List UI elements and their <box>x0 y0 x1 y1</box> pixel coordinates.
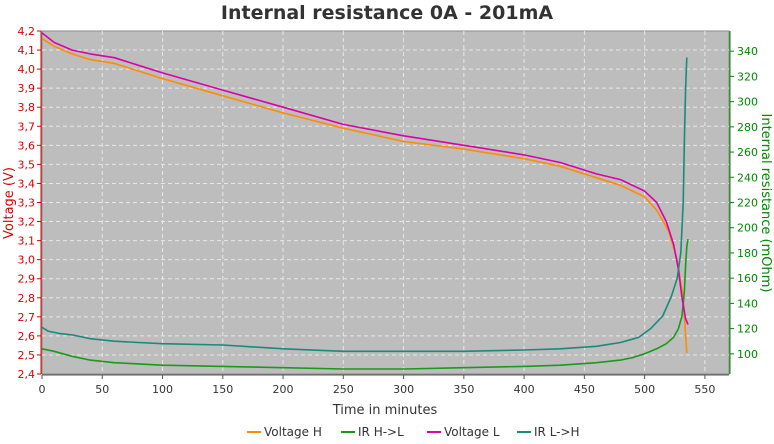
right-axis-tick-label: 200 <box>737 222 758 235</box>
left-axis-tick-label: 3,6 <box>18 139 36 152</box>
right-axis-tick-label: 340 <box>737 45 758 58</box>
left-axis-tick-label: 2,8 <box>18 292 36 305</box>
right-axis-tick-label: 160 <box>737 272 758 285</box>
left-axis-tick-label: 4,2 <box>18 25 36 38</box>
left-axis-tick-label: 2,7 <box>18 311 36 324</box>
right-axis-tick-label: 100 <box>737 348 758 361</box>
right-axis-tick-label: 180 <box>737 247 758 260</box>
right-axis: 100 120 140 160 180 200 220 240 260 280 300 320 340 <box>729 31 758 374</box>
right-axis-tick-label: 240 <box>737 171 758 184</box>
grid-lines <box>42 31 729 374</box>
legend-label-voltage-l: Voltage L <box>444 425 500 439</box>
right-axis-tick-label: 320 <box>737 70 758 83</box>
y-right-axis-label: Internal resistance (mOhm) <box>758 114 773 293</box>
left-axis-tick-label: 3,3 <box>18 197 36 210</box>
legend: Voltage H IR H->L Voltage L IR L->H <box>247 425 580 439</box>
left-axis-tick-label: 3,2 <box>18 216 36 229</box>
left-axis-tick-label: 2,4 <box>18 368 36 381</box>
series-line-ir-h-l <box>41 238 689 370</box>
x-axis-tick-label: 200 <box>273 383 294 396</box>
left-axis-tick-label: 3,9 <box>18 82 36 95</box>
chart-title: Internal resistance 0A - 201mA <box>221 2 553 24</box>
x-axis-tick-label: 550 <box>694 383 715 396</box>
x-axis-tick-label: 150 <box>212 383 233 396</box>
x-axis-tick-label: 0 <box>39 383 46 396</box>
x-axis-tick-label: 350 <box>453 383 474 396</box>
left-axis-tick-label: 3,0 <box>18 254 36 267</box>
right-axis-tick-label: 140 <box>737 297 758 310</box>
x-axis: 0 50 100 150 200 250 300 350 400 450 500 550 <box>39 374 729 396</box>
left-axis-tick-label: 4,1 <box>18 44 36 57</box>
right-axis-tick-label: 120 <box>737 323 758 336</box>
left-axis-tick-label: 3,4 <box>18 177 36 190</box>
x-axis-tick-label: 400 <box>514 383 535 396</box>
left-axis-tick-label: 3,7 <box>18 120 36 133</box>
x-axis-tick-label: 50 <box>95 383 109 396</box>
legend-label-voltage-h: Voltage H <box>264 425 322 439</box>
legend-label-ir-l-h: IR L->H <box>534 425 580 439</box>
y-left-axis-label: Voltage (V) <box>2 167 17 239</box>
series-line-voltage-h <box>41 37 688 354</box>
right-axis-tick-label: 220 <box>737 197 758 210</box>
left-axis-tick-label: 3,1 <box>18 235 36 248</box>
x-axis-tick-label: 100 <box>152 383 173 396</box>
x-axis-tick-label: 500 <box>634 383 655 396</box>
left-axis-tick-label: 2,9 <box>18 273 36 286</box>
x-axis-tick-label: 300 <box>393 383 414 396</box>
right-axis-tick-label: 280 <box>737 121 758 134</box>
x-axis-label: Time in minutes <box>332 403 438 418</box>
left-axis-tick-label: 4,0 <box>18 63 36 76</box>
legend-label-ir-h-l: IR H->L <box>358 425 404 439</box>
x-axis-tick-label: 450 <box>574 383 595 396</box>
left-axis-tick-label: 3,5 <box>18 158 36 171</box>
left-axis: 2,4 2,5 2,6 2,7 2,8 2,9 3,0 3,1 3,2 3,3 3,4 3,5 3,6 3… <box>18 25 42 381</box>
series-line-ir-l-h <box>41 57 688 353</box>
left-axis-tick-label: 2,6 <box>18 330 36 343</box>
series-line-voltage-l <box>41 32 689 325</box>
right-axis-tick-label: 300 <box>737 96 758 109</box>
right-axis-tick-label: 260 <box>737 146 758 159</box>
series-layer <box>41 32 689 370</box>
x-axis-tick-label: 250 <box>333 383 354 396</box>
left-axis-tick-label: 2,5 <box>18 349 36 362</box>
left-axis-tick-label: 3,8 <box>18 101 36 114</box>
